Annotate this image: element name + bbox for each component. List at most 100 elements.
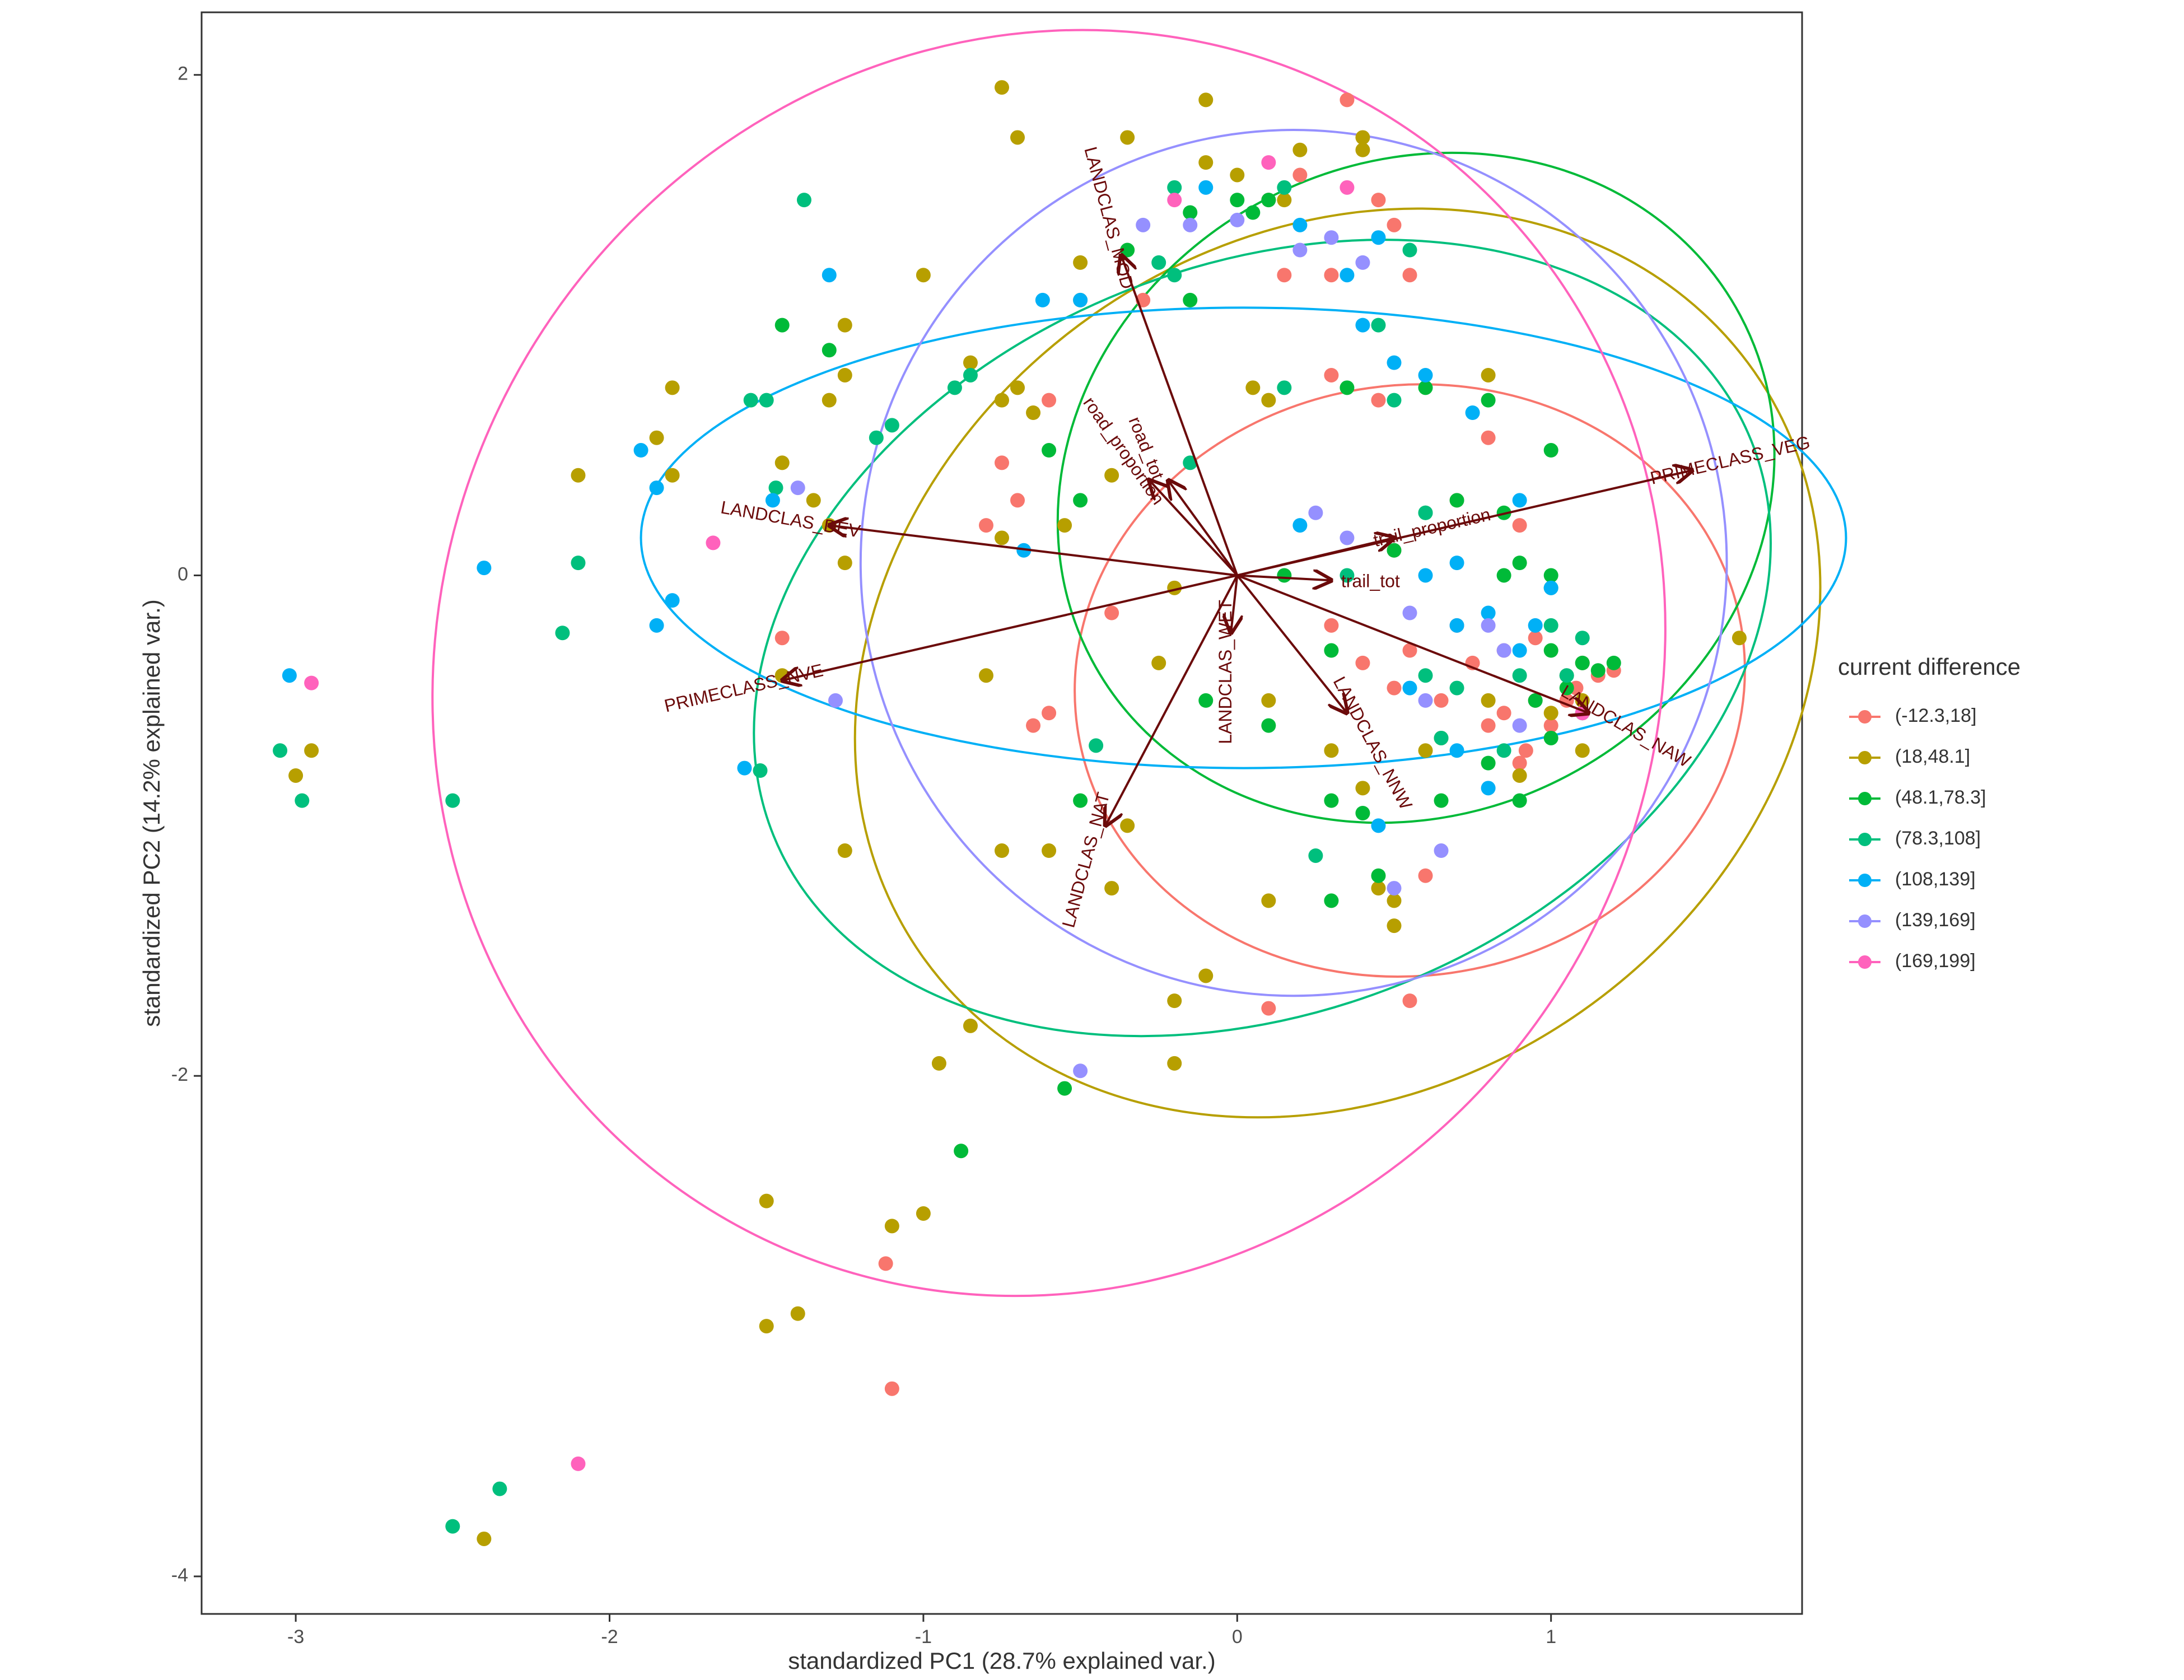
data-point-series-4 — [884, 418, 899, 433]
data-point-series-2 — [916, 1206, 931, 1221]
data-point-series-5 — [1528, 618, 1543, 633]
ellipse-5 — [640, 306, 1847, 769]
data-point-series-2 — [665, 380, 680, 395]
data-point-series-7 — [706, 535, 721, 550]
legend: current difference (-12.3,18] (18,48.1] (4… — [1838, 654, 2020, 972]
data-point-series-2 — [304, 743, 319, 758]
data-point-series-5 — [1035, 292, 1050, 307]
data-point-series-5 — [1073, 292, 1088, 307]
data-point-series-1 — [1481, 430, 1496, 445]
data-point-series-5 — [1543, 580, 1558, 595]
data-point-series-4 — [1089, 738, 1104, 753]
data-point-series-2 — [806, 493, 821, 508]
data-point-series-3 — [1324, 643, 1339, 658]
data-point-series-2 — [1198, 968, 1214, 983]
data-point-series-5 — [1512, 493, 1527, 508]
data-point-series-2 — [1167, 993, 1182, 1009]
data-point-series-5 — [822, 268, 837, 283]
data-point-series-3 — [1277, 568, 1292, 583]
data-point-series-2 — [822, 393, 837, 408]
data-point-series-2 — [790, 1306, 805, 1321]
data-point-series-3 — [1324, 893, 1339, 908]
data-point-series-1 — [1261, 1001, 1276, 1016]
data-point-series-3 — [1512, 793, 1527, 808]
data-point-series-2 — [1261, 393, 1276, 408]
data-point-series-2 — [1230, 167, 1245, 183]
legend-key-point — [1858, 710, 1872, 724]
data-point-series-6 — [1418, 693, 1433, 708]
data-point-series-3 — [1261, 718, 1276, 733]
y-axis-title: standardized PC2 (14.2% explained var.) — [138, 599, 165, 1026]
data-point-series-1 — [1292, 167, 1308, 183]
data-point-series-5 — [1465, 405, 1480, 420]
data-point-series-3 — [1543, 643, 1558, 658]
data-point-series-6 — [1434, 843, 1449, 858]
data-point-series-3 — [1543, 730, 1558, 745]
data-point-series-4 — [1543, 618, 1558, 633]
x-tick-label: 1 — [1546, 1626, 1556, 1648]
data-point-series-3 — [1340, 380, 1355, 395]
data-point-series-4 — [1340, 568, 1355, 583]
loading-arrow — [1105, 575, 1239, 825]
loading-arrow — [782, 574, 1238, 680]
data-point-series-2 — [1355, 781, 1370, 796]
data-point-series-2 — [1355, 130, 1370, 145]
data-point-series-6 — [1230, 212, 1245, 227]
data-point-series-1 — [1512, 755, 1527, 771]
loading-label: trail_tot — [1341, 571, 1400, 591]
data-point-series-2 — [1575, 743, 1590, 758]
data-point-series-2 — [759, 1319, 774, 1334]
data-point-series-4 — [1512, 668, 1527, 683]
loading-arrow — [1236, 575, 1347, 713]
x-axis-title: standardized PC1 (28.7% explained var.) — [788, 1648, 1215, 1674]
data-point-series-2 — [288, 768, 304, 783]
data-point-series-2 — [1151, 655, 1166, 670]
loading-arrow — [1121, 255, 1239, 576]
data-point-series-3 — [1057, 1081, 1072, 1096]
data-point-series-4 — [947, 380, 962, 395]
data-point-series-1 — [1371, 193, 1386, 208]
data-point-series-1 — [1324, 618, 1339, 633]
data-point-series-6 — [1308, 505, 1323, 520]
data-point-series-2 — [1010, 130, 1025, 145]
data-point-series-5 — [282, 668, 297, 683]
data-point-series-1 — [1434, 693, 1449, 708]
data-point-series-2 — [837, 843, 852, 858]
data-point-series-7 — [1340, 180, 1355, 195]
data-point-series-1 — [1543, 718, 1558, 733]
data-point-series-5 — [1449, 743, 1464, 758]
data-point-series-1 — [1387, 680, 1402, 696]
y-tick-label: 0 — [178, 563, 188, 585]
data-point-series-4 — [1434, 730, 1449, 745]
data-point-series-2 — [837, 367, 852, 382]
data-point-series-4 — [1308, 848, 1323, 863]
data-point-series-4 — [759, 393, 774, 408]
data-point-series-3 — [1528, 693, 1543, 708]
data-point-series-6 — [1512, 718, 1527, 733]
data-point-series-3 — [822, 343, 837, 358]
data-point-series-5 — [1481, 605, 1496, 620]
data-point-series-1 — [884, 1381, 899, 1396]
data-point-series-3 — [954, 1144, 969, 1159]
data-point-series-5 — [1418, 568, 1433, 583]
data-point-series-4 — [963, 367, 978, 382]
data-point-series-2 — [995, 843, 1009, 858]
data-point-series-4 — [768, 480, 783, 496]
data-point-series-1 — [1371, 393, 1386, 408]
data-point-series-7 — [1261, 155, 1276, 170]
data-point-series-2 — [1057, 518, 1072, 533]
data-point-series-2 — [1512, 768, 1527, 783]
data-point-series-4 — [1387, 393, 1402, 408]
data-point-series-5 — [477, 561, 492, 576]
data-point-series-2 — [1371, 881, 1386, 896]
data-point-series-1 — [1340, 92, 1355, 108]
data-point-series-6 — [1073, 1063, 1088, 1079]
data-point-series-1 — [774, 631, 790, 646]
data-point-series-5 — [665, 593, 680, 608]
data-point-series-2 — [1355, 142, 1370, 157]
data-point-series-4 — [1418, 505, 1433, 520]
data-point-series-6 — [790, 480, 805, 496]
data-point-series-2 — [931, 1056, 946, 1071]
data-point-series-1 — [1528, 631, 1543, 646]
data-point-series-3 — [1261, 193, 1276, 208]
